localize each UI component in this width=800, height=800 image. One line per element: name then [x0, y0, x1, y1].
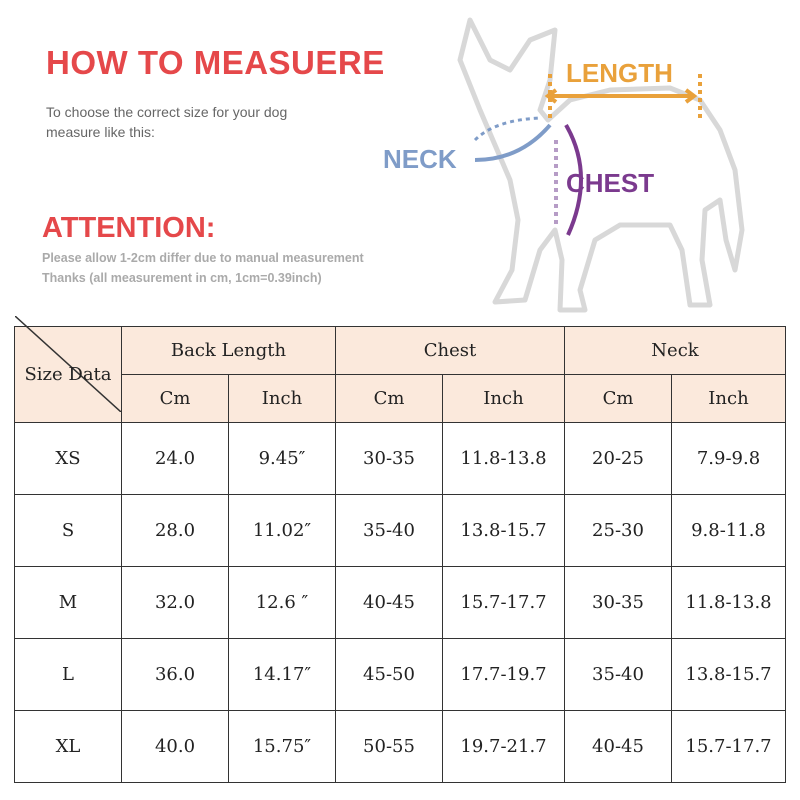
table-row: S 28.0 11.02″ 35-40 13.8-15.7 25-30 9.8-11.8 [14, 494, 786, 567]
value-cell: 17.7-19.7 [442, 638, 565, 711]
value-cell: 40-45 [335, 566, 443, 639]
size-cell: XS [14, 422, 122, 495]
chest-label: CHEST [566, 168, 655, 198]
value-cell: 30-35 [564, 566, 672, 639]
value-cell: 30-35 [335, 422, 443, 495]
dog-outline-icon [457, 17, 745, 313]
value-cell: 35-40 [564, 638, 672, 711]
length-label: LENGTH [566, 58, 673, 88]
table-row: L 36.0 14.17″ 45-50 17.7-19.7 35-40 13.8-15.7 [14, 638, 786, 711]
value-cell: 15.7-17.7 [671, 710, 786, 783]
size-cell: XL [14, 710, 122, 783]
size-cell: L [14, 638, 122, 711]
value-cell: 32.0 [121, 566, 229, 639]
value-cell: 19.7-21.7 [442, 710, 565, 783]
value-cell: 7.9-9.8 [671, 422, 786, 495]
corner-cell: Size Data [14, 316, 122, 423]
value-cell: 13.8-15.7 [442, 494, 565, 567]
unit-header: Inch [442, 374, 565, 423]
value-cell: 9.8-11.8 [671, 494, 786, 567]
diagonal-line-icon [15, 316, 121, 412]
value-cell: 9.45″ [228, 422, 336, 495]
value-cell: 13.8-15.7 [671, 638, 786, 711]
page-title: HOW TO MEASUERE [46, 44, 385, 81]
value-cell: 40.0 [121, 710, 229, 783]
value-cell: 11.8-13.8 [442, 422, 565, 495]
value-cell: 20-25 [564, 422, 672, 495]
value-cell: 15.75″ [228, 710, 336, 783]
group-header: Back Length [121, 326, 336, 375]
value-cell: 11.8-13.8 [671, 566, 786, 639]
value-cell: 40-45 [564, 710, 672, 783]
value-cell: 45-50 [335, 638, 443, 711]
unit-header: Cm [335, 374, 443, 423]
value-cell: 11.02″ [228, 494, 336, 567]
group-header: Neck [564, 326, 786, 375]
subtitle: To choose the correct size for your dog [46, 104, 288, 120]
value-cell: 24.0 [121, 422, 229, 495]
size-cell: M [14, 566, 122, 639]
unit-header: Cm [121, 374, 229, 423]
value-cell: 14.17″ [228, 638, 336, 711]
unit-header: Inch [671, 374, 786, 423]
unit-header: Inch [228, 374, 336, 423]
value-cell: 35-40 [335, 494, 443, 567]
note: Please allow 1-2cm differ due to manual … [42, 251, 364, 265]
value-cell: 15.7-17.7 [442, 566, 565, 639]
value-cell: 50-55 [335, 710, 443, 783]
neck-label: NECK [383, 144, 457, 174]
size-chart-table: Size Data Back Length Chest Neck Cm Inch… [14, 316, 786, 783]
value-cell: 36.0 [121, 638, 229, 711]
value-cell: 12.6 ″ [228, 566, 336, 639]
value-cell: 28.0 [121, 494, 229, 567]
attention-heading: ATTENTION: [42, 212, 216, 244]
table-row: M 32.0 12.6 ″ 40-45 15.7-17.7 30-35 11.8-13.8 [14, 566, 786, 639]
unit-header: Cm [564, 374, 672, 423]
corner-label: Size Data [24, 364, 112, 385]
table-row: XL 40.0 15.75″ 50-55 19.7-21.7 40-45 15.7-17.7 [14, 710, 786, 783]
size-cell: S [14, 494, 122, 567]
value-cell: 25-30 [564, 494, 672, 567]
note: Thanks (all measurement in cm, 1cm=0.39i… [42, 271, 322, 285]
subtitle: measure like this: [46, 124, 155, 140]
group-header: Chest [335, 326, 565, 375]
table-row: XS 24.0 9.45″ 30-35 11.8-13.8 20-25 7.9-9.8 [14, 422, 786, 495]
